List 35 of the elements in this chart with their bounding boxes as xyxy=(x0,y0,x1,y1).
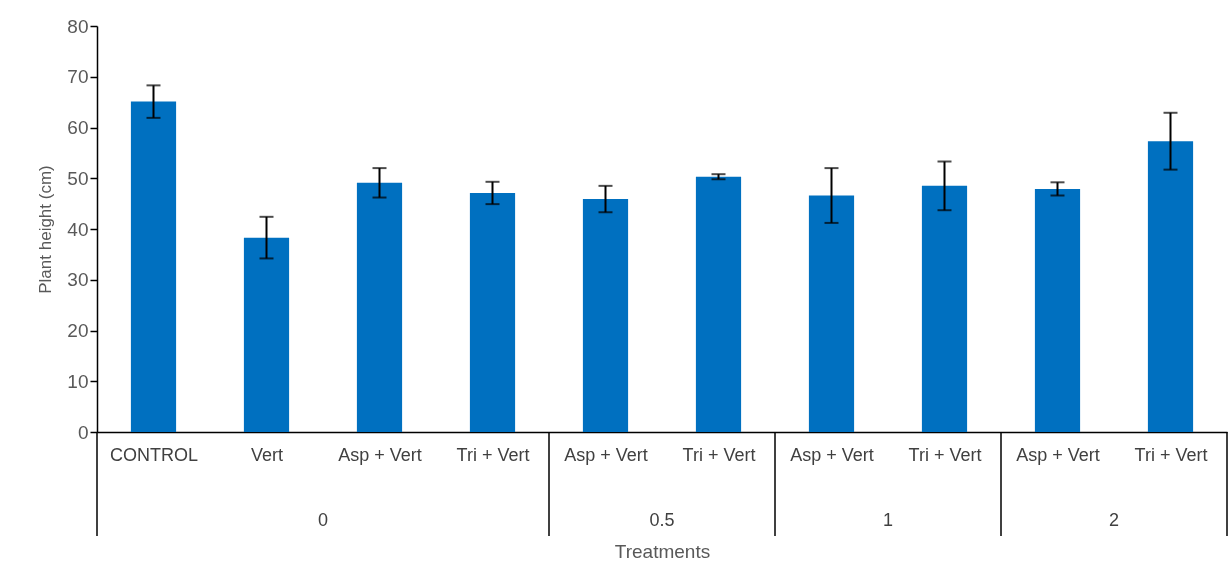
y-tick-label: 70 xyxy=(67,66,89,88)
text: 2 xyxy=(1108,510,1120,530)
x-tick-label: Vert xyxy=(250,444,284,465)
x-tick-label: Asp + Vert xyxy=(790,444,874,465)
bar xyxy=(469,192,516,432)
y-tick-label: 40 xyxy=(67,218,89,240)
x-tick-label: Asp + Vert xyxy=(564,444,648,465)
text: 0.5 xyxy=(649,510,675,530)
y-tick-label: 10 xyxy=(67,370,89,392)
bar xyxy=(808,195,855,432)
y-tick-label: 0 xyxy=(77,421,89,443)
bar xyxy=(921,185,968,432)
bar xyxy=(356,182,403,432)
bar xyxy=(582,199,629,432)
y-tick-label: 80 xyxy=(67,15,89,37)
x-axis-title: Treatments xyxy=(614,540,711,562)
x-tick-label: Tri + Vert xyxy=(456,444,530,465)
x-tick-label: Tri + Vert xyxy=(908,444,982,465)
y-tick-label: 30 xyxy=(67,269,89,291)
text: 1 xyxy=(882,510,894,530)
y-tick-label: 60 xyxy=(67,117,89,138)
text: 0 xyxy=(317,510,329,530)
bar xyxy=(243,237,290,432)
x-tick-label: CONTROL xyxy=(109,444,199,465)
y-tick-label: 50 xyxy=(67,167,89,189)
y-axis-title: Plant height (cm) xyxy=(36,165,56,294)
bar xyxy=(130,101,177,432)
x-tick-label: Asp + Vert xyxy=(1016,444,1100,465)
x-tick-label: Tri + Vert xyxy=(682,444,756,465)
bar xyxy=(1034,188,1081,432)
x-tick-label: Asp + Vert xyxy=(338,444,422,465)
bar xyxy=(695,176,742,432)
y-tick-label: 20 xyxy=(67,320,89,341)
x-tick-label: Tri + Vert xyxy=(1134,444,1208,465)
bar xyxy=(1147,141,1194,432)
